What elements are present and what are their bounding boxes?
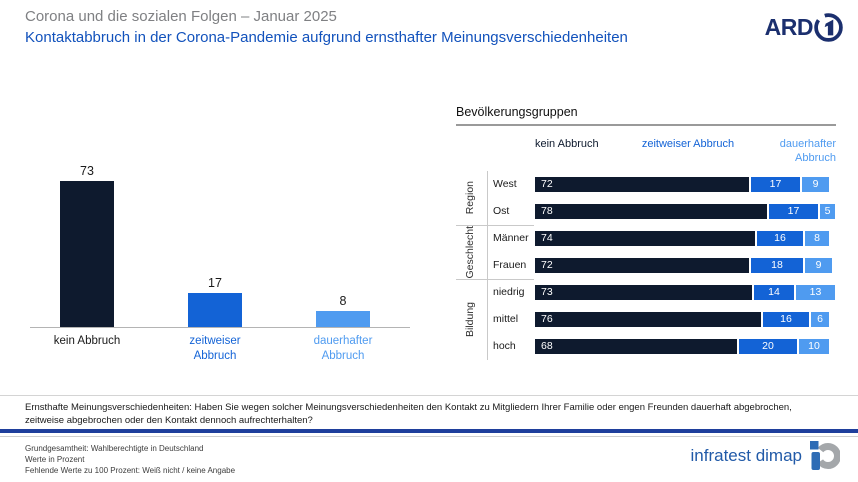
group-3: Bildung niedrig 73 14 13 mittel 76 16 6 hoch 68 20 1… <box>456 279 836 360</box>
stacked-bar: 72 18 9 <box>535 258 832 273</box>
group-divider-line <box>487 225 488 279</box>
segment-0: 72 <box>535 258 751 273</box>
group-1: Region West 72 17 9 Ost 78 17 5 <box>456 171 836 225</box>
bar-1 <box>188 293 242 327</box>
footer-gray-divider <box>0 436 858 437</box>
col-header-dauerhafter-abbruch: dauerhafter Abbruch <box>779 138 836 165</box>
bar-value-label: 73 <box>80 164 94 178</box>
footer-top-divider <box>0 395 858 396</box>
segment-1: 17 <box>751 177 802 192</box>
segment-2: 8 <box>805 231 829 246</box>
row-label: mittel <box>493 313 519 325</box>
stacked-bar: 73 14 13 <box>535 285 835 300</box>
group-divider-line <box>487 279 488 360</box>
segment-2: 9 <box>802 177 829 192</box>
segment-2: 10 <box>799 339 829 354</box>
footnotes: Grundgesamtheit: Wahlberechtigte in Deut… <box>25 443 235 477</box>
group-2: Geschlecht Männer 74 16 8 Frauen 72 18 9 <box>456 225 836 279</box>
table-row: hoch 68 20 10 <box>456 333 836 360</box>
bar-2 <box>316 311 370 327</box>
bar-category-label: dauerhafter Abbruch <box>313 335 373 362</box>
table-title-underline <box>456 124 836 126</box>
segment-0: 73 <box>535 285 754 300</box>
ard-logo: ARD <box>765 12 844 43</box>
infratest-dimap-logo-text: infratest dimap <box>690 445 803 465</box>
row-label: hoch <box>493 340 516 352</box>
table-header-row: kein Abbruch zeitweiser Abbruch dauerhaf… <box>456 132 836 166</box>
bar-category-label: kein Abbruch <box>53 335 121 347</box>
segment-0: 72 <box>535 177 751 192</box>
bar-0 <box>60 181 114 327</box>
ard-logo-text: ARD <box>764 14 814 40</box>
segment-0: 76 <box>535 312 763 327</box>
segment-2: 13 <box>796 285 835 300</box>
row-label: Männer <box>493 232 529 244</box>
col-header-kein-abbruch: kein Abbruch <box>535 138 599 150</box>
group-divider-line <box>487 171 488 225</box>
table-row: Frauen 72 18 9 <box>456 252 836 279</box>
stacked-bar: 78 17 5 <box>535 204 835 219</box>
segment-1: 16 <box>763 312 811 327</box>
row-label: Frauen <box>493 259 527 271</box>
footnote-population: Grundgesamtheit: Wahlberechtigte in Deut… <box>25 444 204 453</box>
table-row: mittel 76 16 6 <box>456 306 836 333</box>
bar-value-label: 17 <box>208 276 222 290</box>
chart-pretitle: Corona und die sozialen Folgen – Januar … <box>25 8 337 25</box>
group-rows: Region West 72 17 9 Ost 78 17 5 Geschlecht Männer 7… <box>456 171 836 360</box>
segment-0: 78 <box>535 204 769 219</box>
infratest-dimap-logo: infratest dimap <box>690 440 840 471</box>
segment-0: 74 <box>535 231 757 246</box>
table-row: West 72 17 9 <box>456 171 836 198</box>
bar-value-label: 8 <box>339 294 347 308</box>
table-row: Männer 74 16 8 <box>456 225 836 252</box>
col-header-zeitweiser-abbruch: zeitweiser Abbruch <box>641 138 735 150</box>
stacked-bar: 68 20 10 <box>535 339 829 354</box>
row-label: niedrig <box>493 286 525 298</box>
bar-chart: 73 kein Abbruch 17 zeitweiser Abbruch 8 dauer… <box>30 120 410 362</box>
row-label: Ost <box>493 205 510 217</box>
table-row: Ost 78 17 5 <box>456 198 836 225</box>
row-label: West <box>493 178 517 190</box>
footnote-missing: Fehlende Werte zu 100 Prozent: Weiß nich… <box>25 466 236 476</box>
table-title: Bevölkerungsgruppen <box>456 105 578 119</box>
stacked-bar: 76 16 6 <box>535 312 829 327</box>
segment-2: 5 <box>820 204 835 219</box>
population-groups-table: Bevölkerungsgruppen kein Abbruch zeitwei… <box>456 105 836 360</box>
segment-2: 6 <box>811 312 829 327</box>
segment-1: 18 <box>751 258 805 273</box>
chart-title: Kontaktabbruch in der Corona-Pandemie au… <box>25 29 628 46</box>
segment-2: 9 <box>805 258 832 273</box>
bar-category-label: zeitweiser Abbruch <box>189 335 241 362</box>
segment-1: 20 <box>739 339 799 354</box>
stacked-bar: 74 16 8 <box>535 231 829 246</box>
ard-one-icon <box>814 13 843 42</box>
footer-blue-divider <box>0 429 858 433</box>
footnote-percent: Werte in Prozent <box>25 455 85 465</box>
segment-0: 68 <box>535 339 739 354</box>
table-row: niedrig 73 14 13 <box>456 279 836 306</box>
segment-1: 17 <box>769 204 820 219</box>
infratest-dimap-mark-icon <box>810 441 840 470</box>
segment-1: 16 <box>757 231 805 246</box>
segment-1: 14 <box>754 285 796 300</box>
stacked-bar: 72 17 9 <box>535 177 829 192</box>
survey-question: Ernsthafte Meinungsverschiedenheiten: Ha… <box>25 402 792 427</box>
